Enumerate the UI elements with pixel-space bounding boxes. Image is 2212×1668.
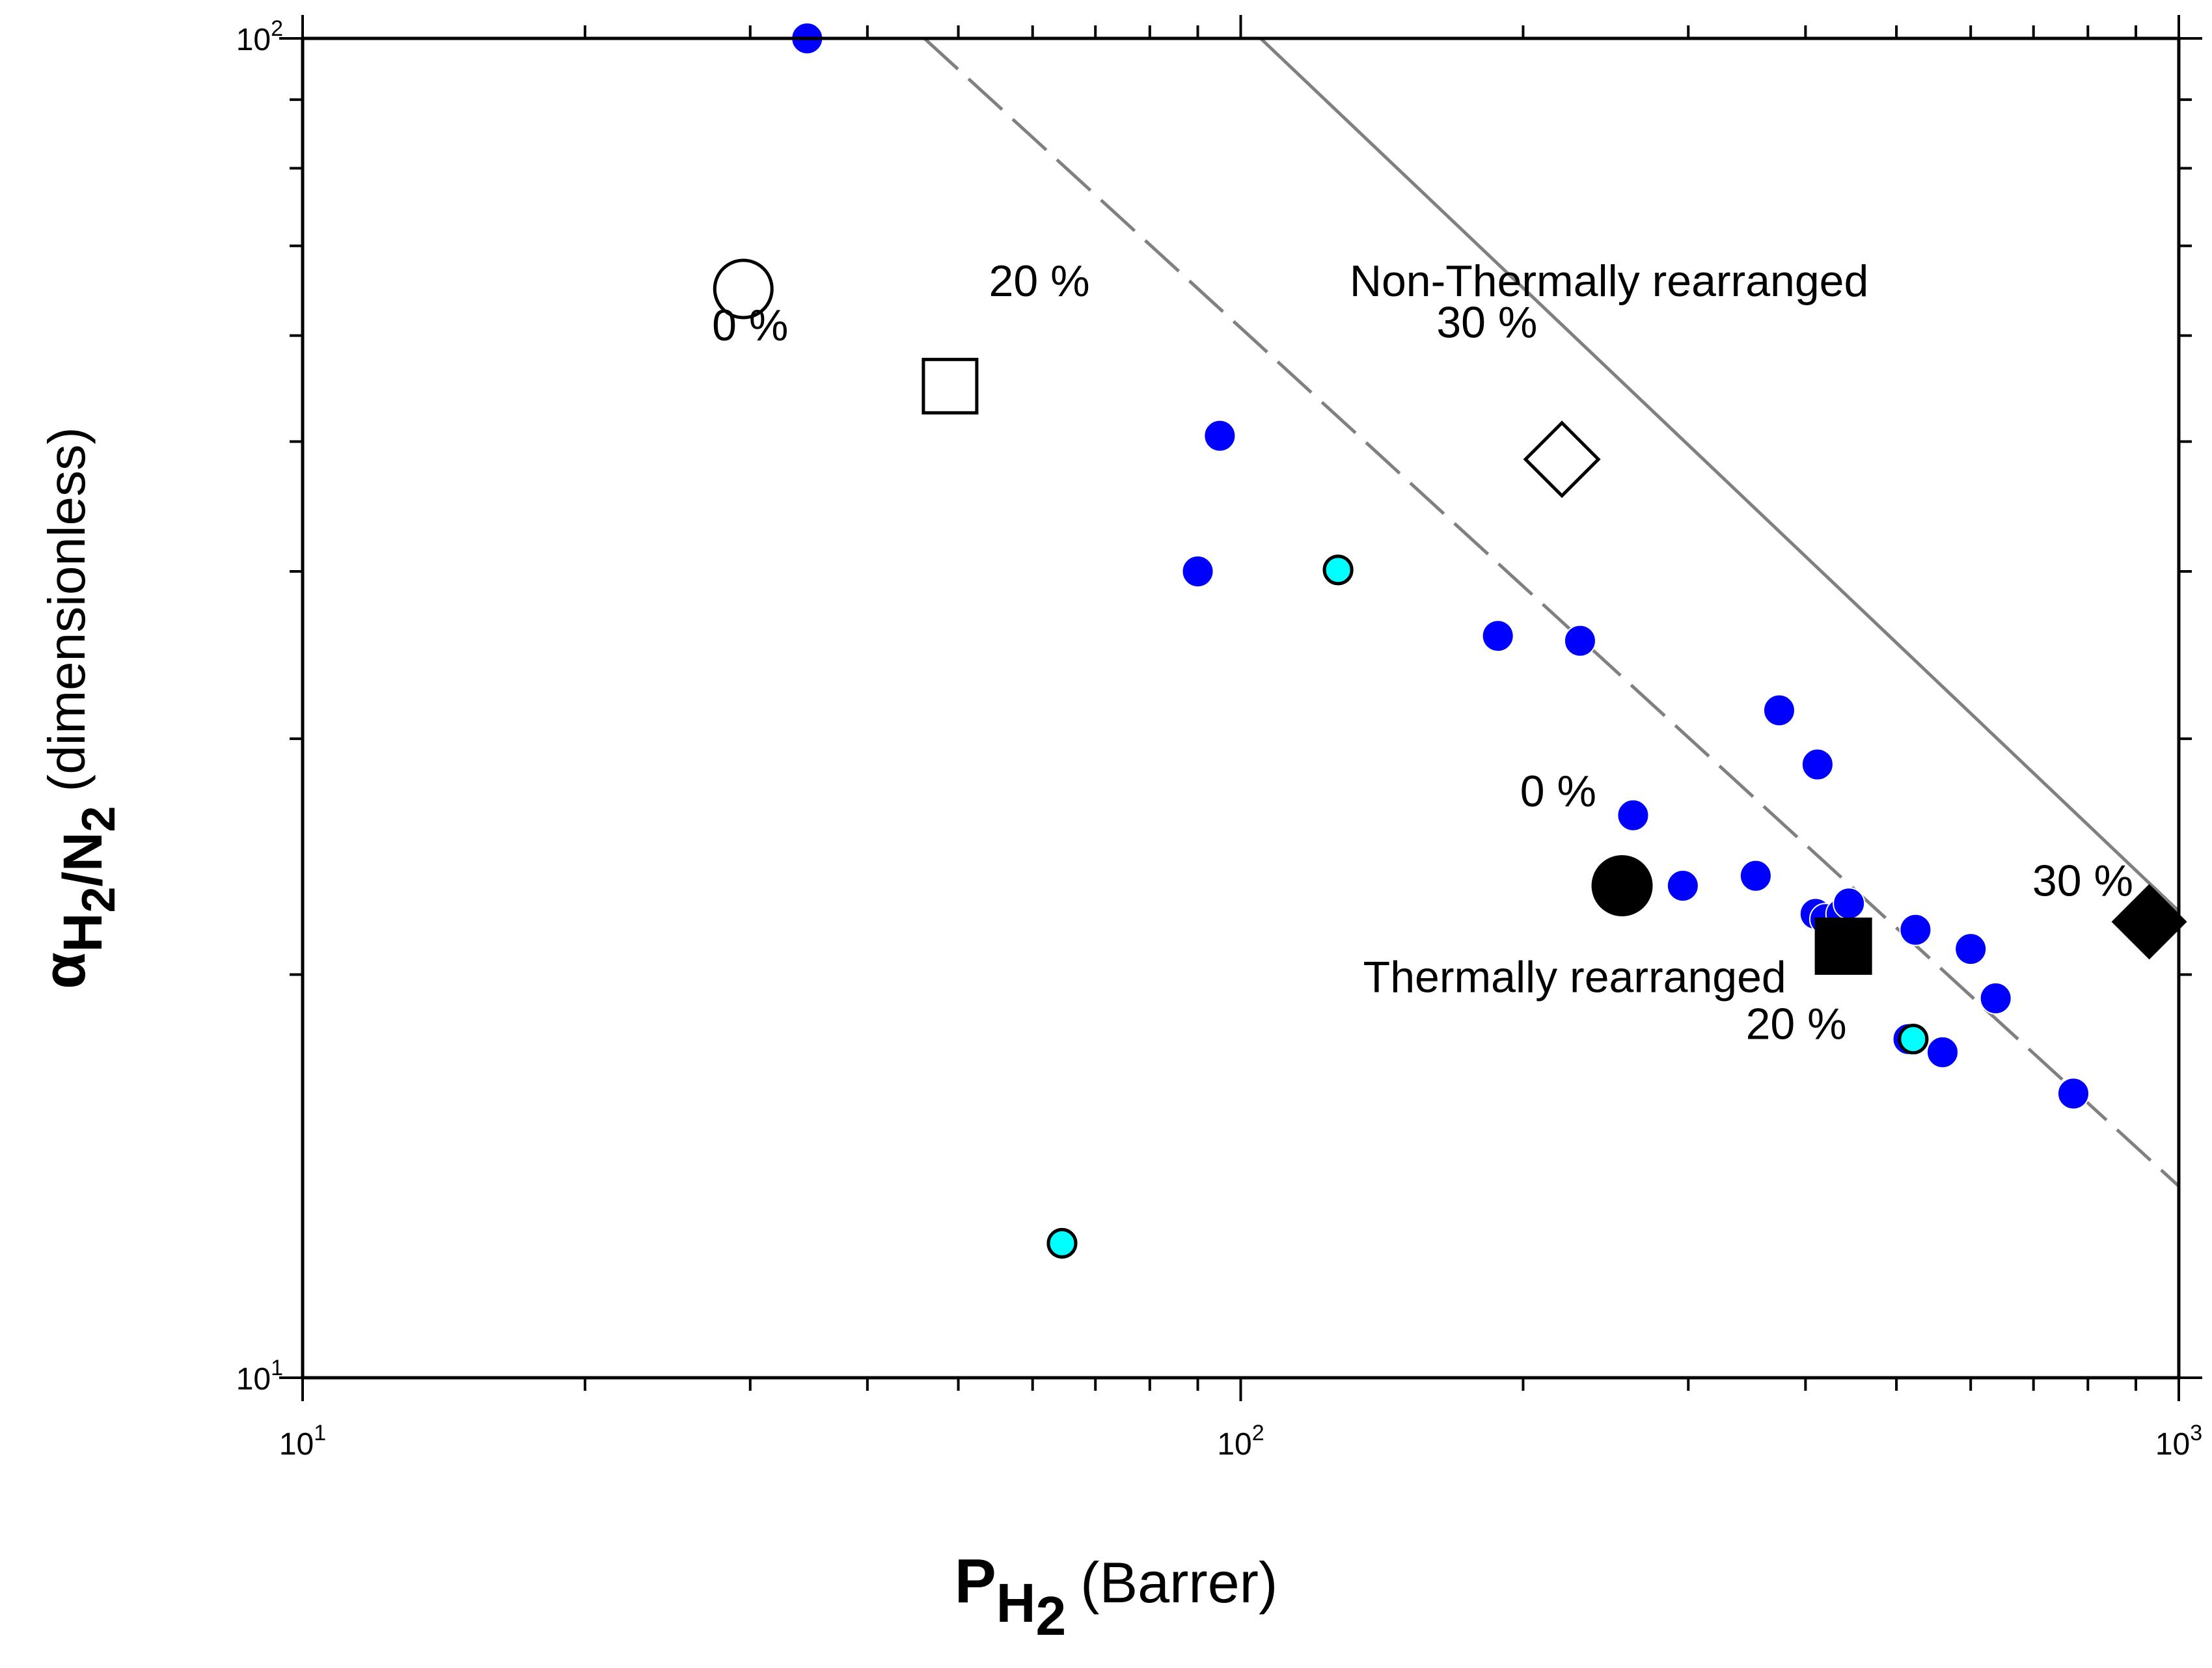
- filled-square-marker: [1814, 917, 1872, 975]
- blue-data-point: [1979, 981, 2012, 1015]
- blue-data-point: [1203, 419, 1236, 452]
- data-points: [713, 22, 2187, 1259]
- blue-data-point: [1762, 694, 1796, 727]
- x-axis-symbol: P: [955, 1546, 996, 1616]
- y-axis-h-sub: 2: [73, 886, 125, 912]
- axis-ticks: [279, 15, 2202, 1401]
- filled-diamond-marker: [2111, 884, 2187, 960]
- upper-bound-solid-line: [1259, 38, 2179, 913]
- blue-data-point: [1563, 624, 1596, 657]
- blue-data-point: [2057, 1077, 2090, 1110]
- blue-data-point: [1926, 1035, 1959, 1069]
- cyan-data-point: [1046, 1227, 1078, 1259]
- annotation-label: 30 %: [2032, 856, 2133, 905]
- open-square-marker: [922, 357, 979, 415]
- blue-data-point: [1481, 620, 1514, 653]
- x-tick-label: 103: [2155, 1421, 2202, 1462]
- y-axis-n: /N: [52, 832, 113, 886]
- x-tick-label: 101: [279, 1421, 326, 1462]
- upper-bound-dashed-line: [923, 38, 2179, 1188]
- x-axis-subscript-2: 2: [1035, 1585, 1066, 1647]
- blue-data-point: [1801, 748, 1834, 781]
- x-axis-title: PH2(Barrer): [955, 1546, 1278, 1647]
- blue-data-point: [1181, 554, 1214, 588]
- filled-circle-marker: [1591, 855, 1653, 916]
- blue-data-point: [1954, 933, 1987, 966]
- x-tick-label: 102: [1217, 1421, 1264, 1462]
- annotation-label: 0 %: [1520, 767, 1596, 816]
- blue-data-point: [1899, 913, 1932, 946]
- open-circle-marker: [713, 258, 774, 320]
- annotation-label: 20 %: [989, 256, 1090, 306]
- blue-data-point: [1739, 859, 1772, 892]
- annotation-label: 0 %: [712, 301, 788, 350]
- cyan-data-point: [1898, 1024, 1929, 1055]
- upper-bound-lines: [923, 38, 2179, 1188]
- annotation-label: 30 %: [1436, 298, 1537, 348]
- y-axis-unit: (dimensionless): [38, 427, 96, 791]
- cyan-data-point: [1322, 554, 1354, 586]
- open-diamond-marker: [1523, 420, 1601, 499]
- tick-labels: 101 102 103 101 102: [236, 16, 2202, 1462]
- plot-frame: [301, 36, 2181, 1380]
- blue-data-point: [1617, 799, 1650, 832]
- y-axis-title: αH2/N2(dimensionless): [31, 427, 125, 989]
- y-tick-label: 101: [236, 1356, 283, 1397]
- annotation-label: Non-Thermally rearranged: [1350, 256, 1868, 306]
- annotation-label: 20 %: [1746, 1000, 1847, 1049]
- blue-data-point: [1833, 887, 1866, 920]
- x-axis-unit: (Barrer): [1080, 1550, 1277, 1615]
- y-axis-alpha: α: [31, 952, 98, 989]
- blue-data-point: [1666, 869, 1699, 902]
- y-tick-label: 102: [236, 16, 283, 57]
- y-axis-n-sub: 2: [73, 806, 125, 832]
- y-axis-h: H: [52, 913, 113, 953]
- annotation-label: Thermally rearranged: [1363, 953, 1786, 1002]
- x-axis-subscript: H: [996, 1572, 1036, 1634]
